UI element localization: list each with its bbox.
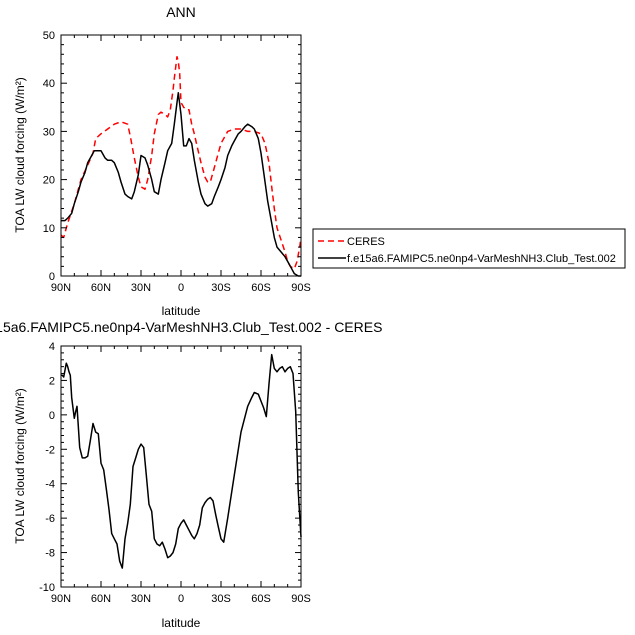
y-tick-label: 20 (43, 175, 55, 187)
x-tick-label: 0 (178, 593, 184, 605)
y-tick-label: 40 (43, 78, 55, 90)
y-tick-label: 0 (49, 271, 55, 283)
x-tick-label: 30N (131, 282, 151, 294)
top-chart-marks (60, 55, 302, 277)
bottom-chart-title: f.e15a6.FAMIPC5.ne0np4-VarMeshNH3.Club_T… (0, 319, 382, 335)
y-tick-label: 30 (43, 126, 55, 138)
bottom-chart-xlabel: latitude (162, 616, 201, 630)
legend-ceres-label: CERES (347, 236, 385, 248)
x-tick-label: 90N (51, 282, 71, 294)
plot-frame (60, 34, 302, 277)
y-tick-label: 10 (43, 223, 55, 235)
x-tick-label: 0 (178, 282, 184, 294)
bottom-chart-axes: 90N 60N 30N 0 30S 60S 90S -10 -8 -6 -4 -2 0 2 4 (39, 341, 311, 605)
plot-frame (60, 345, 302, 588)
top-chart-ylabel: TOA LW cloud forcing (W/m²) (13, 77, 27, 233)
y-tick-label: 0 (49, 410, 55, 422)
y-tick-label: -8 (45, 548, 55, 560)
top-chart-axes: 90N 60N 30N 0 30S 60S 90S 0 10 20 30 40 50 (43, 30, 311, 294)
y-tick-label: 2 (49, 375, 55, 387)
y-tick-label: 4 (49, 341, 55, 353)
x-tick-label: 90S (291, 282, 311, 294)
series-line-0 (61, 353, 302, 569)
bottom-chart: f.e15a6.FAMIPC5.ne0np4-VarMeshNH3.Club_T… (0, 319, 382, 630)
x-tick-label: 90S (291, 593, 311, 605)
top-chart-title: ANN (166, 4, 196, 20)
x-tick-label: 30S (211, 282, 231, 294)
x-tick-label: 60N (91, 593, 111, 605)
legend: CERES f.e15a6.FAMIPC5.ne0np4-VarMeshNH3.… (312, 228, 626, 269)
y-tick-label: -2 (45, 444, 55, 456)
x-tick-label: 60S (251, 282, 271, 294)
top-chart: ANN TOA LW cloud forcing (W/m²) latitude… (13, 4, 311, 318)
bottom-chart-ylabel: TOA LW cloud forcing (W/m²) (13, 388, 27, 544)
y-tick-label: -10 (39, 582, 55, 594)
x-tick-label: 90N (51, 593, 71, 605)
legend-box (312, 228, 626, 269)
bottom-chart-marks (61, 353, 302, 569)
x-tick-label: 60S (251, 593, 271, 605)
series-line-0 (60, 55, 302, 270)
y-tick-label: -6 (45, 513, 55, 525)
legend-model-label: f.e15a6.FAMIPC5.ne0np4-VarMeshNH3.Club_T… (347, 253, 616, 265)
top-chart-xlabel: latitude (162, 304, 201, 318)
x-tick-label: 30N (131, 593, 151, 605)
series-line-1 (61, 92, 301, 277)
x-tick-label: 60N (91, 282, 111, 294)
y-tick-label: -4 (45, 479, 55, 491)
x-tick-label: 30S (211, 593, 231, 605)
y-tick-label: 50 (43, 30, 55, 42)
